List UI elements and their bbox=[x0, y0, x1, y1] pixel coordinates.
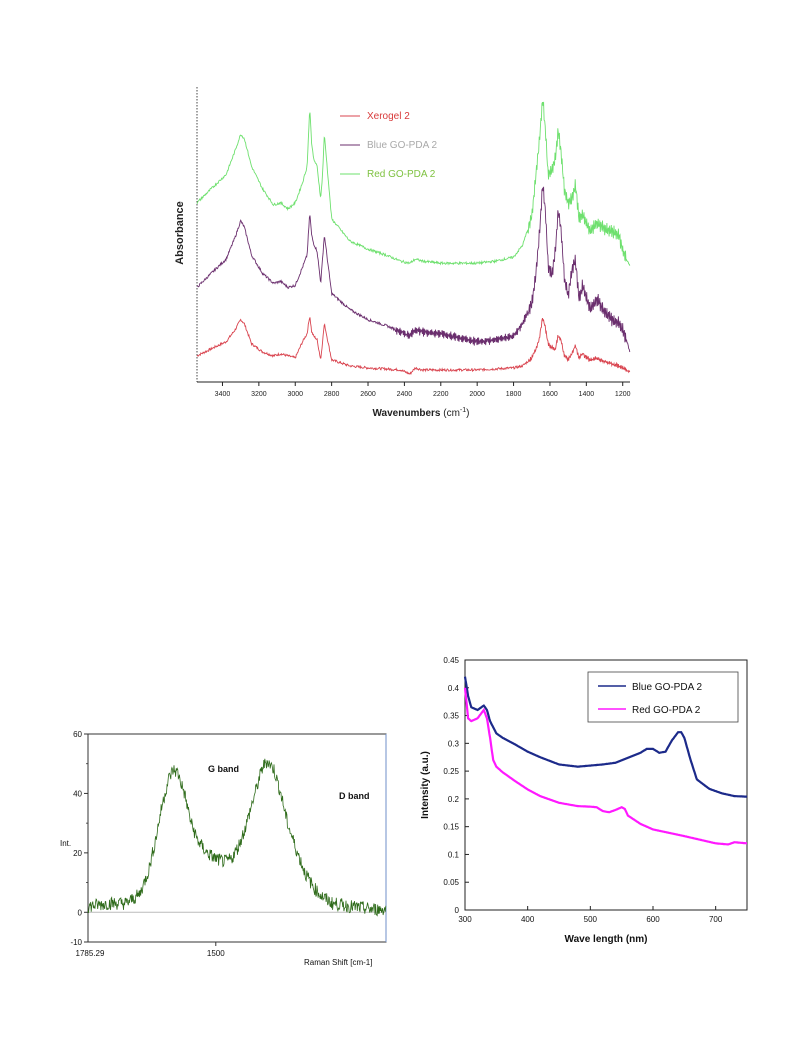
ftir-x-tick-label-8: 1800 bbox=[506, 391, 522, 398]
ftir-legend: Xerogel 2 Blue GO-PDA 2 Red GO-PDA 2 bbox=[340, 111, 437, 180]
ftir-x-axis-label: Wavenumbers (cm-1) bbox=[372, 407, 469, 419]
raman-x-tick-label-0: 1785.29 bbox=[76, 949, 105, 958]
ftir-x-tick-label-5: 2400 bbox=[397, 391, 413, 398]
ftir-legend-label-2: Red GO-PDA 2 bbox=[367, 169, 436, 180]
uvvis-x-tick-label-1: 400 bbox=[521, 915, 535, 924]
ftir-series-line-2 bbox=[196, 101, 631, 266]
uvvis-y-tick-label-2: 0.1 bbox=[448, 850, 460, 859]
uvvis-series-group bbox=[463, 676, 748, 846]
ftir-x-tick-label-7: 2000 bbox=[469, 391, 485, 398]
ftir-series-group bbox=[196, 101, 631, 375]
uvvis-legend-label-1: Red GO-PDA 2 bbox=[632, 705, 701, 716]
ftir-x-tick-label-3: 2800 bbox=[324, 391, 340, 398]
ftir-series-line-1 bbox=[196, 186, 631, 353]
ftir-x-tick-label-10: 1400 bbox=[579, 391, 595, 398]
raman-ticks: -10 0 20 40 60 1785.29 1500 bbox=[70, 730, 386, 958]
raman-y-tick-label-1: 0 bbox=[78, 908, 83, 917]
uvvis-y-tick-label-4: 0.2 bbox=[448, 795, 460, 804]
uvvis-x-tick-label-4: 700 bbox=[709, 915, 723, 924]
raman-series-line bbox=[87, 758, 387, 917]
ftir-x-axis-unit-sup: -1 bbox=[460, 407, 466, 414]
uvvis-y-tick-label-1: 0.05 bbox=[443, 878, 459, 887]
uvvis-chart: 0 0.05 0.1 0.15 0.2 0.25 0.3 0.35 0.4 0.45 300 400 5… bbox=[420, 656, 748, 945]
uvvis-y-tick-label-9: 0.45 bbox=[443, 656, 459, 665]
uvvis-y-tick-label-5: 0.25 bbox=[443, 767, 459, 776]
ftir-legend-label-0: Xerogel 2 bbox=[367, 111, 410, 122]
uvvis-legend-label-0: Blue GO-PDA 2 bbox=[632, 682, 702, 693]
raman-y-tick-label-3: 40 bbox=[73, 789, 82, 798]
uvvis-x-tick-label-2: 500 bbox=[584, 915, 598, 924]
raman-series-group bbox=[87, 758, 387, 917]
raman-plot-area bbox=[87, 733, 387, 943]
ftir-x-tick-label-1: 3200 bbox=[251, 391, 267, 398]
uvvis-y-tick-label-0: 0 bbox=[455, 906, 460, 915]
uvvis-y-axis-label: Intensity (a.u.) bbox=[420, 751, 431, 819]
ftir-x-ticks: 3400 3200 3000 2800 2600 2400 2200 2000 1800 1600… bbox=[215, 382, 631, 398]
ftir-x-tick-label-4: 2600 bbox=[360, 391, 376, 398]
uvvis-x-tick-label-0: 300 bbox=[458, 915, 472, 924]
uvvis-legend: Blue GO-PDA 2 Red GO-PDA 2 bbox=[587, 671, 739, 723]
raman-y-axis-label: Int. bbox=[60, 839, 71, 848]
ftir-x-axis-unit-close: ) bbox=[466, 408, 469, 419]
ftir-y-axis-label: Absorbance bbox=[174, 201, 186, 265]
uvvis-x-axis-label: Wave length (nm) bbox=[565, 934, 648, 945]
ftir-x-tick-label-0: 3400 bbox=[215, 391, 231, 398]
uvvis-y-tick-label-3: 0.15 bbox=[443, 823, 459, 832]
ftir-x-tick-label-6: 2200 bbox=[433, 391, 449, 398]
uvvis-legend-box bbox=[587, 671, 739, 723]
ftir-series-line-0 bbox=[196, 317, 631, 375]
ftir-legend-label-1: Blue GO-PDA 2 bbox=[367, 140, 437, 151]
ftir-chart: 3400 3200 3000 2800 2600 2400 2200 2000 1800 1600… bbox=[174, 87, 631, 419]
raman-y-tick-label-0: -10 bbox=[70, 938, 82, 947]
uvvis-y-tick-label-7: 0.35 bbox=[443, 712, 459, 721]
uvvis-series-line-0 bbox=[463, 676, 748, 798]
raman-annotation-d-band: D band bbox=[339, 791, 370, 801]
raman-y-tick-label-2: 20 bbox=[73, 849, 82, 858]
raman-chart: -10 0 20 40 60 1785.29 1500 Int. Raman Shift [… bbox=[60, 730, 387, 967]
ftir-x-tick-label-9: 1600 bbox=[542, 391, 558, 398]
uvvis-series-line-1 bbox=[463, 687, 747, 846]
ftir-x-axis-unit: (cm bbox=[443, 408, 460, 419]
raman-x-tick-label-1: 1500 bbox=[207, 949, 225, 958]
uvvis-y-tick-label-6: 0.3 bbox=[448, 739, 460, 748]
uvvis-y-tick-label-8: 0.4 bbox=[448, 684, 460, 693]
raman-y-tick-label-4: 60 bbox=[73, 730, 82, 739]
uvvis-ticks: 0 0.05 0.1 0.15 0.2 0.25 0.3 0.35 0.4 0.45 300 400 5… bbox=[443, 656, 722, 924]
raman-x-axis-label: Raman Shift [cm-1] bbox=[304, 958, 372, 967]
ftir-x-tick-label-2: 3000 bbox=[287, 391, 303, 398]
ftir-x-axis-label-text: Wavenumbers bbox=[372, 408, 443, 419]
uvvis-x-tick-label-3: 600 bbox=[646, 915, 660, 924]
ftir-x-tick-label-11: 1200 bbox=[615, 391, 631, 398]
raman-annotation-g-band: G band bbox=[208, 764, 239, 774]
